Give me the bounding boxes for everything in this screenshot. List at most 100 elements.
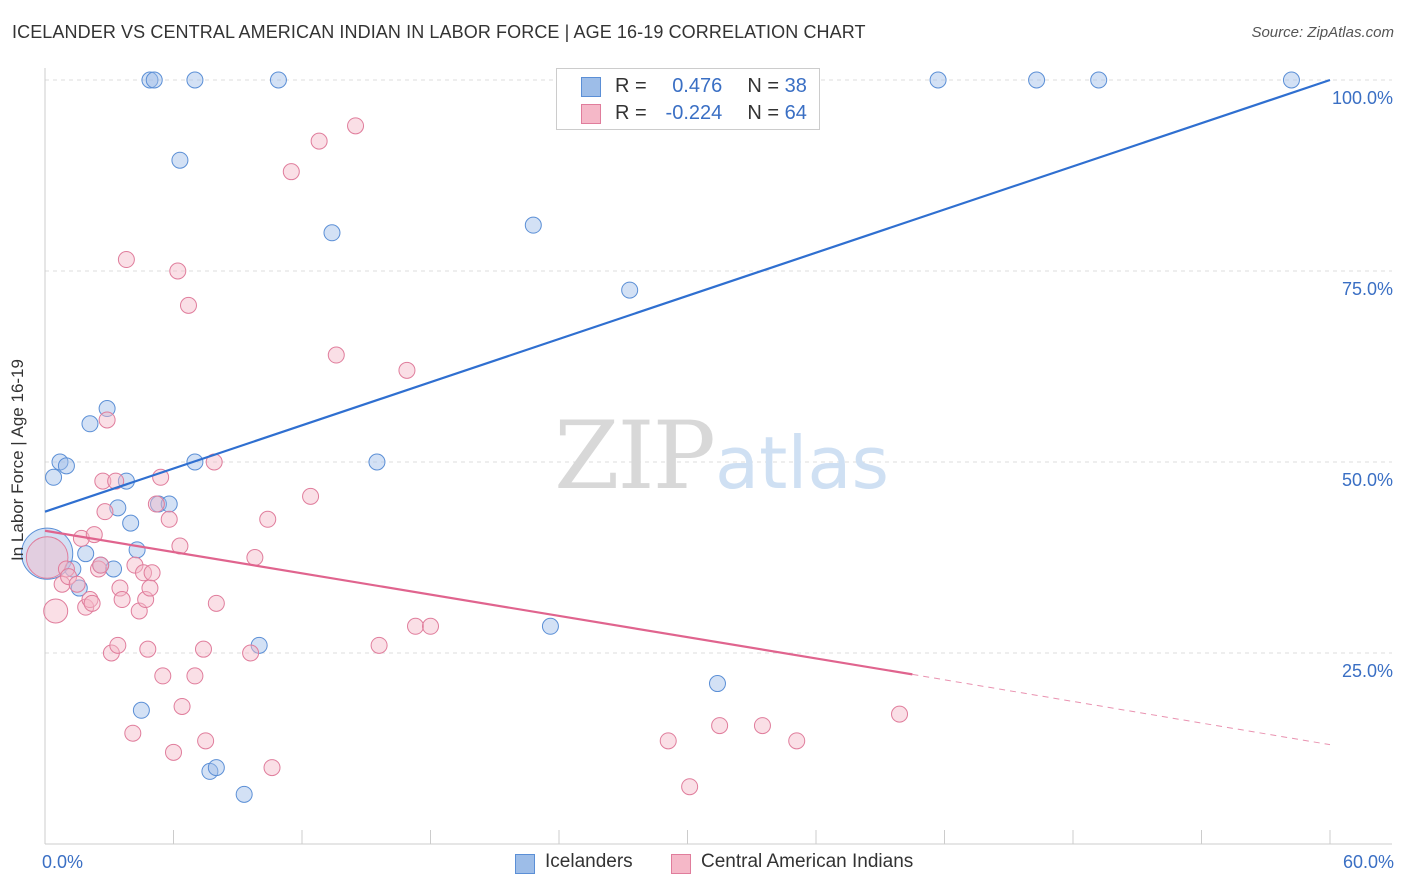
data-point (141, 71, 159, 89)
watermark-zip: ZIP (554, 402, 714, 511)
data-point (368, 453, 386, 471)
data-point (310, 132, 328, 150)
bottom-legend-swatch-icelanders (515, 854, 535, 874)
data-point (141, 579, 159, 597)
bottom-legend-swatch-central-american-indians (671, 854, 691, 874)
data-point (109, 636, 127, 654)
data-point (194, 640, 212, 658)
data-point (621, 281, 639, 299)
data-point (422, 617, 439, 635)
data-point (107, 472, 125, 490)
legend-r-label: R = (615, 102, 647, 124)
data-point (45, 468, 63, 486)
data-point (113, 591, 131, 609)
grid-lines (45, 79, 1392, 654)
data-point (302, 487, 320, 505)
data-point (179, 296, 197, 314)
data-point (135, 564, 153, 582)
data-point (43, 598, 69, 624)
data-point (171, 151, 189, 169)
data-point (160, 495, 178, 513)
data-point (1090, 71, 1108, 89)
data-point (173, 697, 191, 715)
bottom-legend-label: Icelanders (545, 851, 633, 872)
data-point (122, 514, 140, 532)
y-tick-label: 50.0% (1342, 470, 1393, 490)
legend-r-value: 0.476 (672, 75, 723, 97)
data-points (21, 71, 1300, 803)
data-point (68, 575, 86, 593)
data-point (186, 667, 204, 685)
data-point (398, 361, 416, 379)
data-point (753, 717, 771, 735)
data-point (137, 591, 155, 609)
stats-legend: R = 0.476 N = 38 R = -0.224 N = 64 (556, 68, 820, 130)
data-point (94, 472, 112, 490)
trend-line-icelanders (44, 78, 1331, 513)
data-point (788, 732, 806, 750)
bottom-legend-label: Central American Indians (701, 851, 914, 872)
data-point (1282, 71, 1300, 89)
data-point (96, 503, 114, 521)
y-tick-labels: 25.0% 50.0% 75.0% 100.0% (1332, 88, 1393, 681)
axes (44, 68, 1392, 845)
legend-n-value: 38 (784, 75, 807, 97)
y-tick-label: 25.0% (1342, 661, 1393, 681)
data-point (147, 495, 165, 513)
data-point (708, 675, 726, 693)
data-point (207, 759, 225, 777)
data-point (524, 216, 542, 234)
data-point (105, 560, 123, 578)
data-point (207, 594, 225, 612)
data-point (169, 262, 187, 280)
data-point (124, 724, 142, 742)
series-icelanders (21, 71, 1300, 803)
legend-swatch-icelanders (581, 77, 601, 97)
legend-n-label: N = (747, 102, 780, 124)
trend-line-central-american-indians (44, 529, 913, 676)
trend-lines (44, 78, 1331, 746)
data-point (659, 732, 677, 750)
trend-line-extension (912, 673, 1331, 746)
data-point (57, 457, 75, 475)
data-point (269, 71, 287, 89)
data-point (25, 536, 69, 579)
data-point (282, 163, 300, 181)
data-point (1028, 71, 1046, 89)
data-point (83, 594, 101, 612)
data-point (242, 644, 260, 662)
data-point (891, 705, 909, 723)
data-point (541, 617, 559, 635)
legend-swatch-central-american-indians (581, 104, 601, 124)
data-point (347, 117, 365, 135)
data-point (145, 71, 163, 89)
source-credit: Source: ZipAtlas.com (1251, 24, 1394, 41)
data-point (711, 717, 729, 735)
legend-n-value: 64 (784, 102, 807, 124)
y-tick-label: 100.0% (1332, 88, 1393, 108)
series-central-american-indians (25, 117, 909, 796)
data-point (323, 224, 341, 242)
data-point (681, 778, 699, 796)
data-point (117, 251, 135, 269)
data-point (77, 545, 95, 563)
data-point (197, 732, 215, 750)
watermark-atlas: atlas (715, 421, 889, 505)
x-tick-label-max: 60.0% (1342, 852, 1394, 872)
data-point (143, 564, 161, 582)
data-point (929, 71, 947, 89)
data-point (327, 346, 345, 364)
data-point (81, 415, 99, 433)
legend-r-value: -0.224 (665, 102, 723, 124)
data-point (139, 640, 157, 658)
data-point (235, 785, 253, 803)
data-point (186, 71, 204, 89)
data-point (109, 499, 127, 517)
y-axis-label: In Labor Force | Age 16-19 (8, 359, 27, 561)
data-point (246, 549, 264, 566)
data-point (259, 510, 277, 528)
data-point (407, 617, 425, 635)
data-point (160, 510, 178, 528)
data-point (92, 556, 110, 574)
